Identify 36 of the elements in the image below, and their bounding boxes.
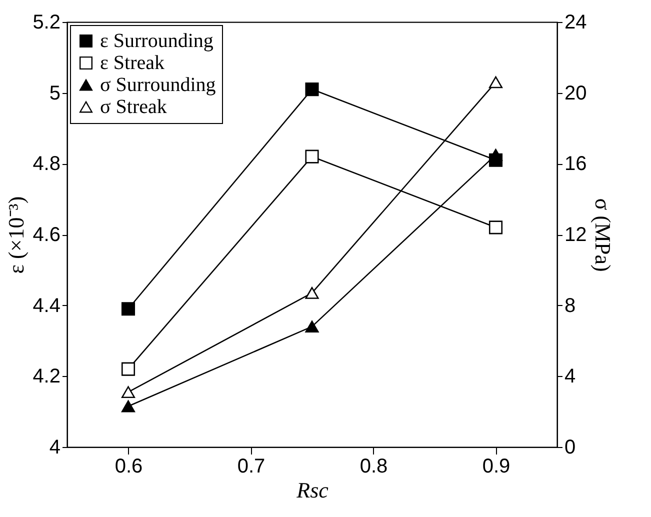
y-tick-label: 4.8 — [32, 153, 60, 176]
legend-label: σ Surrounding — [100, 74, 216, 96]
y2-tick-label: 16 — [564, 153, 587, 176]
y2-tick-label: 4 — [564, 366, 576, 388]
y-tick-label: 4.6 — [32, 224, 60, 246]
y-tick-label: 4 — [49, 436, 60, 458]
point — [121, 400, 136, 412]
point — [488, 76, 503, 88]
y2-tick-label: 24 — [564, 12, 587, 34]
x-axis-title: Rsc — [296, 478, 329, 502]
y-axis-title: ε (×10⁻³) — [4, 196, 29, 274]
x-tick-label: 0.6 — [114, 456, 143, 478]
y2-tick-label: 8 — [564, 294, 576, 317]
point — [305, 82, 319, 96]
y2-axis-title: σ (MPa) — [590, 198, 616, 272]
y-tick-label: 4.4 — [32, 294, 60, 317]
point — [488, 148, 503, 161]
point — [121, 386, 136, 398]
legend-label: ε Streak — [100, 52, 164, 74]
point — [488, 220, 503, 234]
x-tick-label: 0.9 — [482, 456, 510, 478]
point — [305, 286, 319, 299]
x-tick-label: 0.8 — [360, 456, 388, 478]
point — [305, 320, 319, 333]
y2-tick-label: 20 — [564, 82, 587, 104]
point — [305, 150, 319, 164]
y-tick-label: 5 — [49, 82, 60, 104]
point — [121, 302, 136, 316]
legend-label: ε Surrounding — [100, 30, 214, 52]
y2-tick-label: 0 — [564, 436, 576, 458]
point — [121, 362, 136, 376]
y-tick-label: 5.2 — [32, 12, 60, 34]
y2-tick-label: 12 — [564, 224, 587, 246]
y-tick-label: 4.2 — [32, 366, 60, 388]
x-tick-label: 0.7 — [237, 456, 266, 478]
legend-label: σ Streak — [100, 96, 167, 118]
